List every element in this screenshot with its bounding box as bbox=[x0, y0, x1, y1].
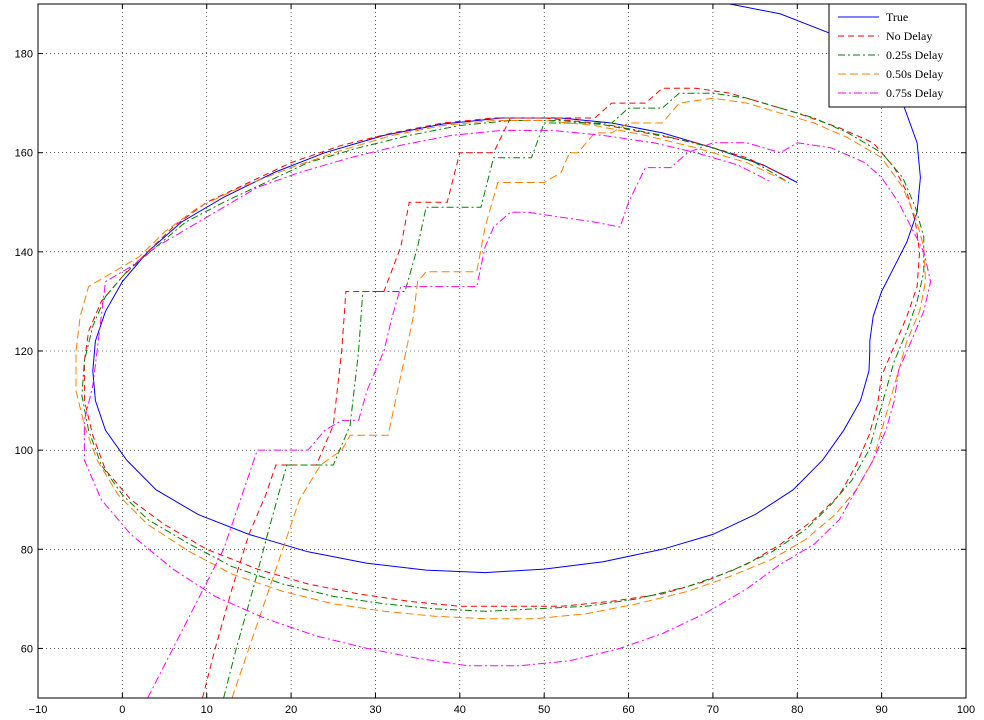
legend-label: True bbox=[886, 10, 908, 24]
legend-label: 0.75s Delay bbox=[886, 86, 943, 100]
y-tick-label: 140 bbox=[15, 247, 33, 259]
y-tick-label: 80 bbox=[21, 544, 33, 556]
y-tick-label: 60 bbox=[21, 643, 33, 655]
x-tick-label: 40 bbox=[454, 704, 466, 716]
legend: True No Delay 0.25s Delay 0.50s Delay 0.75s … bbox=[828, 3, 967, 108]
x-tick-label: 90 bbox=[876, 704, 888, 716]
y-tick-label: 100 bbox=[15, 445, 33, 457]
y-tick-label: 160 bbox=[15, 148, 33, 160]
legend-label: No Delay bbox=[886, 29, 932, 43]
x-tick-label: −10 bbox=[29, 704, 48, 716]
series-line-4 bbox=[83, 129, 932, 698]
series-line-2 bbox=[81, 92, 925, 698]
x-tick-label: 50 bbox=[538, 704, 550, 716]
series-layer bbox=[75, 4, 932, 698]
series-line-3 bbox=[75, 97, 927, 698]
axis-ticks: −10 0 10 20 30 40 50 60 70 80 90 100 60 80 100 120 140 16… bbox=[15, 4, 975, 716]
x-tick-label: 80 bbox=[791, 704, 803, 716]
legend-label: 0.25s Delay bbox=[886, 48, 943, 62]
y-tick-label: 120 bbox=[15, 346, 33, 358]
legend-label: 0.50s Delay bbox=[886, 67, 943, 81]
x-tick-label: 70 bbox=[707, 704, 719, 716]
x-tick-label: 0 bbox=[119, 704, 125, 716]
y-tick-label: 180 bbox=[15, 49, 33, 61]
legend-box bbox=[828, 3, 967, 108]
series-line-0 bbox=[92, 4, 921, 574]
x-tick-label: 30 bbox=[369, 704, 381, 716]
x-tick-label: 60 bbox=[622, 704, 634, 716]
series-line-1 bbox=[83, 87, 921, 698]
x-tick-label: 20 bbox=[285, 704, 297, 716]
x-tick-label: 100 bbox=[957, 704, 975, 716]
grid bbox=[38, 4, 966, 698]
x-tick-label: 10 bbox=[201, 704, 213, 716]
